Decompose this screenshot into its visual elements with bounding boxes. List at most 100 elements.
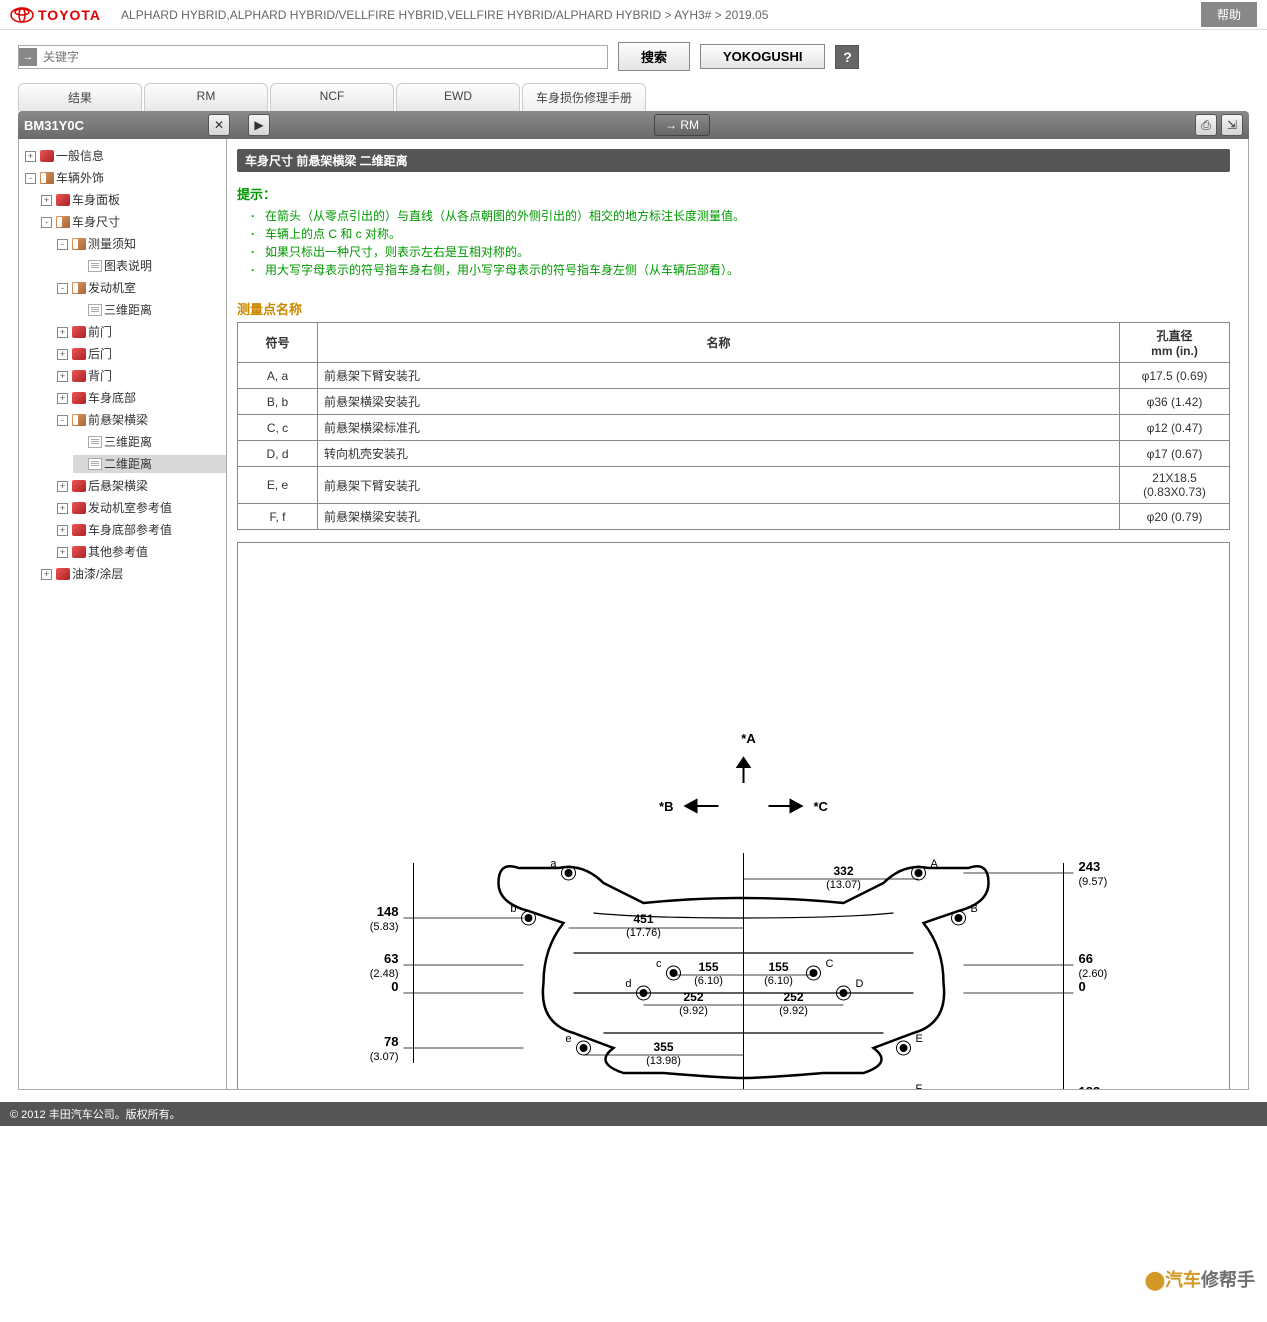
table-cell: E, e: [238, 467, 318, 504]
rm-button[interactable]: → RM: [654, 114, 710, 136]
tree-item[interactable]: + 前门: [57, 323, 226, 341]
expand-icon[interactable]: -: [57, 283, 68, 294]
red-icon: [72, 480, 86, 492]
tree-item[interactable]: -测量须知: [57, 235, 226, 253]
table-cell: 前悬架横梁安装孔: [318, 389, 1120, 415]
tree-item[interactable]: +一般信息: [25, 147, 226, 165]
svg-text:F: F: [916, 1083, 923, 1089]
table-row: C, c前悬架横梁标准孔φ12 (0.47): [238, 415, 1230, 441]
book-icon: [72, 282, 86, 294]
table-cell: φ17.5 (0.69): [1120, 363, 1230, 389]
expand-icon[interactable]: -: [25, 173, 36, 184]
tree-item[interactable]: - 车身尺寸: [41, 213, 226, 231]
tree-label: 车辆外饰: [56, 169, 104, 187]
expand-icon[interactable]: +: [41, 195, 52, 206]
print-button[interactable]: ⎙: [1195, 114, 1217, 136]
tree-item[interactable]: 三维距离: [73, 433, 226, 451]
tree-item[interactable]: - 前悬架横梁: [57, 411, 226, 429]
tree-item[interactable]: +其他参考值: [57, 543, 226, 561]
expand-button[interactable]: ⇲: [1221, 114, 1243, 136]
table-row: D, d转向机壳安装孔φ17 (0.67): [238, 441, 1230, 467]
red-icon: [72, 524, 86, 536]
expand-icon[interactable]: -: [57, 239, 68, 250]
page-icon: [88, 260, 102, 272]
brand-text: TOYOTA: [38, 7, 101, 23]
expand-icon[interactable]: -: [57, 415, 68, 426]
table-header: 名称: [318, 323, 1120, 363]
tab-1[interactable]: RM: [144, 83, 268, 111]
watermark: ⬤汽车修帮手: [1145, 1266, 1255, 1292]
tree-item[interactable]: -发动机室: [57, 279, 226, 297]
expand-icon[interactable]: -: [41, 217, 52, 228]
diagram-container: *A*B*CaAbBcCdDeEF148(5.83)63(2.48)078(3.…: [237, 542, 1230, 1089]
tree-label: 前门: [88, 323, 112, 341]
expand-icon[interactable]: +: [57, 327, 68, 338]
expand-icon[interactable]: +: [57, 349, 68, 360]
content-scroll[interactable]: 车身尺寸 前悬架横梁 二维距离 提示： 在箭头（从零点引出的）与直线（从各点朝图…: [227, 139, 1248, 1089]
tree-item[interactable]: + 油漆/涂层: [41, 565, 226, 583]
expand-icon[interactable]: +: [41, 569, 52, 580]
tree-item[interactable]: +发动机室参考值: [57, 499, 226, 517]
book-icon: [72, 238, 86, 250]
tab-0[interactable]: 结果: [18, 83, 142, 111]
tree-item[interactable]: 三维距离: [73, 301, 226, 319]
tab-2[interactable]: NCF: [270, 83, 394, 111]
expand-icon[interactable]: +: [57, 503, 68, 514]
crossmember-diagram: *A*B*CaAbBcCdDeEF148(5.83)63(2.48)078(3.…: [248, 553, 1219, 1089]
table-row: A, a前悬架下臂安装孔φ17.5 (0.69): [238, 363, 1230, 389]
play-button[interactable]: ▶: [248, 114, 270, 136]
header-bar: TOYOTA ALPHARD HYBRID,ALPHARD HYBRID/VEL…: [0, 0, 1267, 30]
tree-item[interactable]: + 背门: [57, 367, 226, 385]
tab-3[interactable]: EWD: [396, 83, 520, 111]
expand-icon[interactable]: +: [57, 393, 68, 404]
svg-text:E: E: [916, 1033, 923, 1045]
svg-text:155: 155: [698, 960, 718, 974]
tree-item[interactable]: 二维距离: [73, 455, 226, 473]
svg-text:A: A: [931, 858, 939, 870]
svg-text:d: d: [625, 978, 631, 990]
section-title: 测量点名称: [237, 299, 1230, 318]
tree-item[interactable]: +后门: [57, 345, 226, 363]
red-icon: [56, 194, 70, 206]
tree-label: 前悬架横梁: [88, 411, 148, 429]
svg-text:B: B: [971, 903, 978, 915]
expand-icon[interactable]: +: [25, 151, 36, 162]
yokogushi-button[interactable]: YOKOGUSHI: [700, 44, 825, 69]
close-button[interactable]: ✕: [208, 114, 230, 136]
tree-item[interactable]: +车身面板: [41, 191, 226, 209]
tab-4[interactable]: 车身损伤修理手册: [522, 83, 646, 111]
search-input[interactable]: [37, 46, 607, 68]
svg-text:63: 63: [384, 951, 398, 966]
red-icon: [72, 502, 86, 514]
hints-list: 在箭头（从零点引出的）与直线（从各点朝图的外侧引出的）相交的地方标注长度测量值。…: [237, 207, 1230, 279]
svg-text:e: e: [565, 1033, 571, 1045]
table-cell: D, d: [238, 441, 318, 467]
expand-icon[interactable]: +: [57, 525, 68, 536]
expand-icon[interactable]: +: [57, 547, 68, 558]
svg-text:78: 78: [384, 1034, 398, 1049]
tab-strip: 结果RMNCFEWD车身损伤修理手册: [0, 83, 1267, 111]
tree-item[interactable]: - 车辆外饰: [25, 169, 226, 187]
table-row: E, e前悬架下臂安装孔21X18.5(0.83X0.73): [238, 467, 1230, 504]
help-icon[interactable]: ?: [835, 45, 859, 69]
search-enter-icon[interactable]: →: [19, 48, 37, 66]
tree-label: 二维距离: [104, 455, 152, 473]
page-icon: [88, 458, 102, 470]
tree-item[interactable]: +车身底部: [57, 389, 226, 407]
tree-label: 车身尺寸: [72, 213, 120, 231]
hints-label: 提示：: [237, 184, 1230, 203]
svg-text:*A: *A: [741, 731, 756, 746]
tree-item[interactable]: 图表说明: [73, 257, 226, 275]
help-button[interactable]: 帮助: [1201, 2, 1257, 27]
tree-item[interactable]: +后悬架横梁: [57, 477, 226, 495]
expand-icon[interactable]: +: [57, 371, 68, 382]
search-button[interactable]: 搜索: [618, 42, 690, 71]
tree-label: 图表说明: [104, 257, 152, 275]
tree-label: 油漆/涂层: [72, 565, 123, 583]
book-icon: [40, 172, 54, 184]
tree-label: 背门: [88, 367, 112, 385]
table-cell: 前悬架横梁标准孔: [318, 415, 1120, 441]
expand-icon[interactable]: +: [57, 481, 68, 492]
svg-text:D: D: [856, 978, 864, 990]
tree-item[interactable]: +车身底部参考值: [57, 521, 226, 539]
